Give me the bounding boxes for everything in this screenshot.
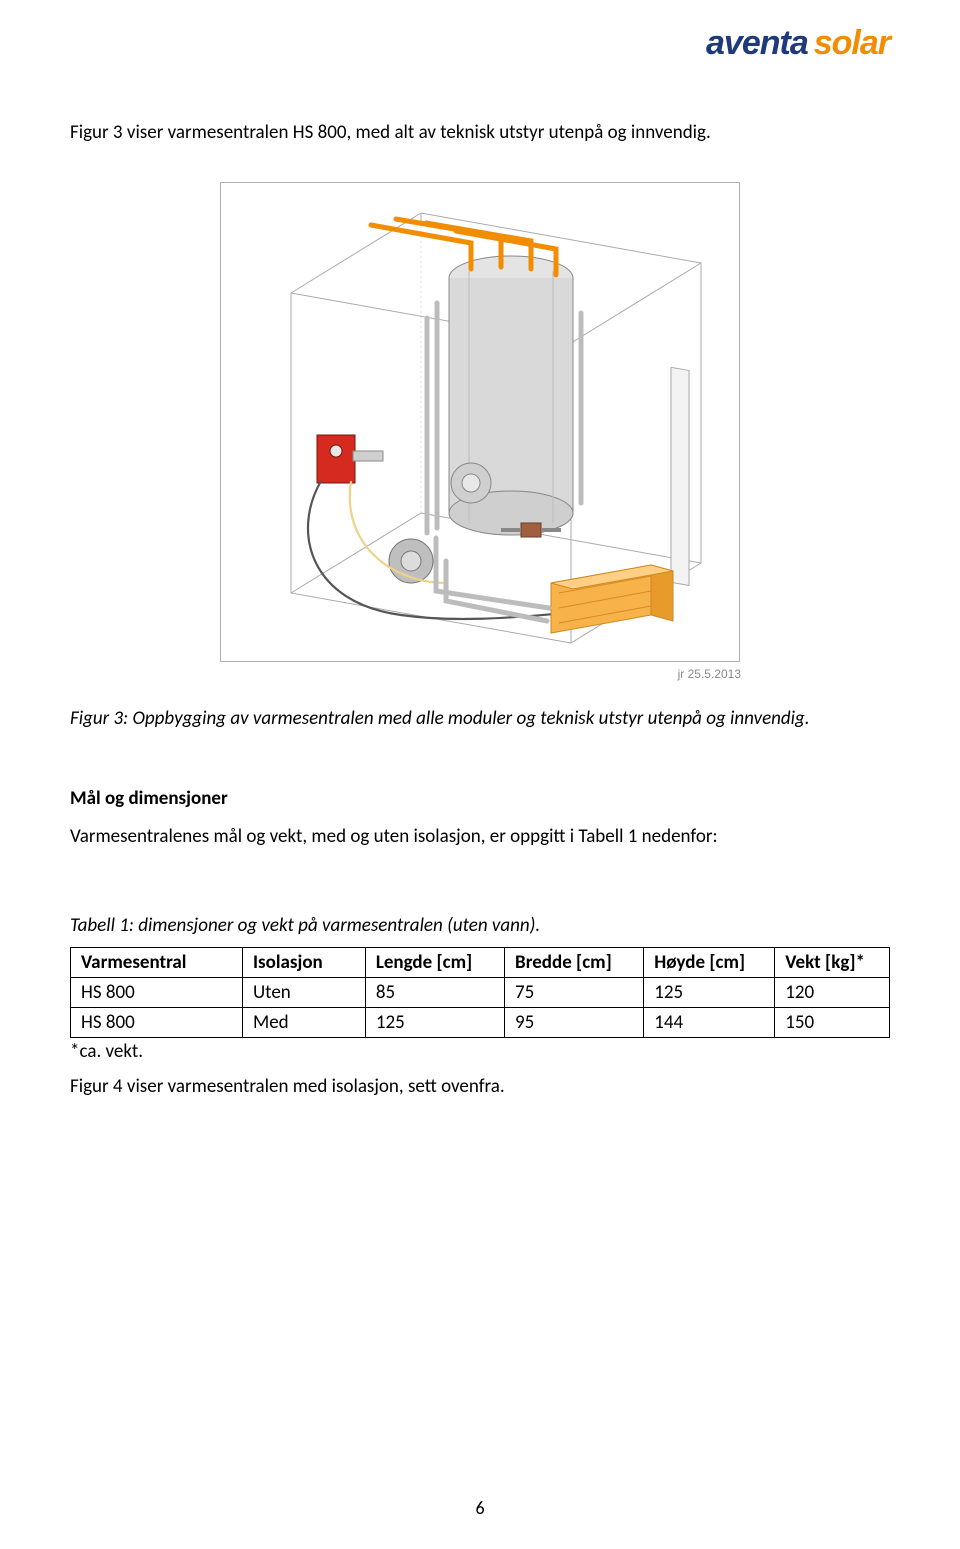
table-cell: 150: [775, 1007, 890, 1037]
col-header: Høyde [cm]: [644, 947, 775, 977]
figure-credit: jr 25.5.2013: [678, 667, 741, 681]
table-cell: HS 800: [71, 977, 243, 1007]
table-row: HS 800 Med 125 95 144 150: [71, 1007, 890, 1037]
dimensions-table: Varmesentral Isolasjon Lengde [cm] Bredd…: [70, 947, 890, 1038]
table-cell: Uten: [242, 977, 365, 1007]
col-header: Isolasjon: [242, 947, 365, 977]
col-header: Varmesentral: [71, 947, 243, 977]
table-caption: Tabell 1: dimensjoner og vekt på varmese…: [70, 914, 890, 937]
page-number: 6: [0, 1497, 960, 1519]
intro-paragraph: Figur 3 viser varmesentralen HS 800, med…: [70, 120, 890, 146]
logo-text-1: aventa: [706, 24, 808, 63]
table-cell: 125: [644, 977, 775, 1007]
table-cell: 144: [644, 1007, 775, 1037]
table-cell: 120: [775, 977, 890, 1007]
logo-text-2: solar: [814, 24, 890, 63]
table-cell: HS 800: [71, 1007, 243, 1037]
figure-3: jr 25.5.2013: [220, 182, 740, 662]
table-cell: 75: [505, 977, 644, 1007]
table-footnote: *ca. vekt.: [70, 1040, 890, 1063]
table-cell: Med: [242, 1007, 365, 1037]
table-cell: 85: [365, 977, 504, 1007]
brand-logo: aventa solar: [706, 24, 890, 63]
table-row: HS 800 Uten 85 75 125 120: [71, 977, 890, 1007]
section-body: Varmesentralenes mål og vekt, med og ute…: [70, 824, 890, 850]
table-header-row: Varmesentral Isolasjon Lengde [cm] Bredd…: [71, 947, 890, 977]
col-header: Lengde [cm]: [365, 947, 504, 977]
post-table-paragraph: Figur 4 viser varmesentralen med isolasj…: [70, 1075, 890, 1098]
figure-caption: Figur 3: Oppbygging av varmesentralen me…: [70, 706, 890, 732]
table-cell: 95: [505, 1007, 644, 1037]
table-cell: 125: [365, 1007, 504, 1037]
col-header: Bredde [cm]: [505, 947, 644, 977]
col-header: Vekt [kg]*: [775, 947, 890, 977]
section-heading: Mål og dimensjoner: [70, 787, 890, 810]
